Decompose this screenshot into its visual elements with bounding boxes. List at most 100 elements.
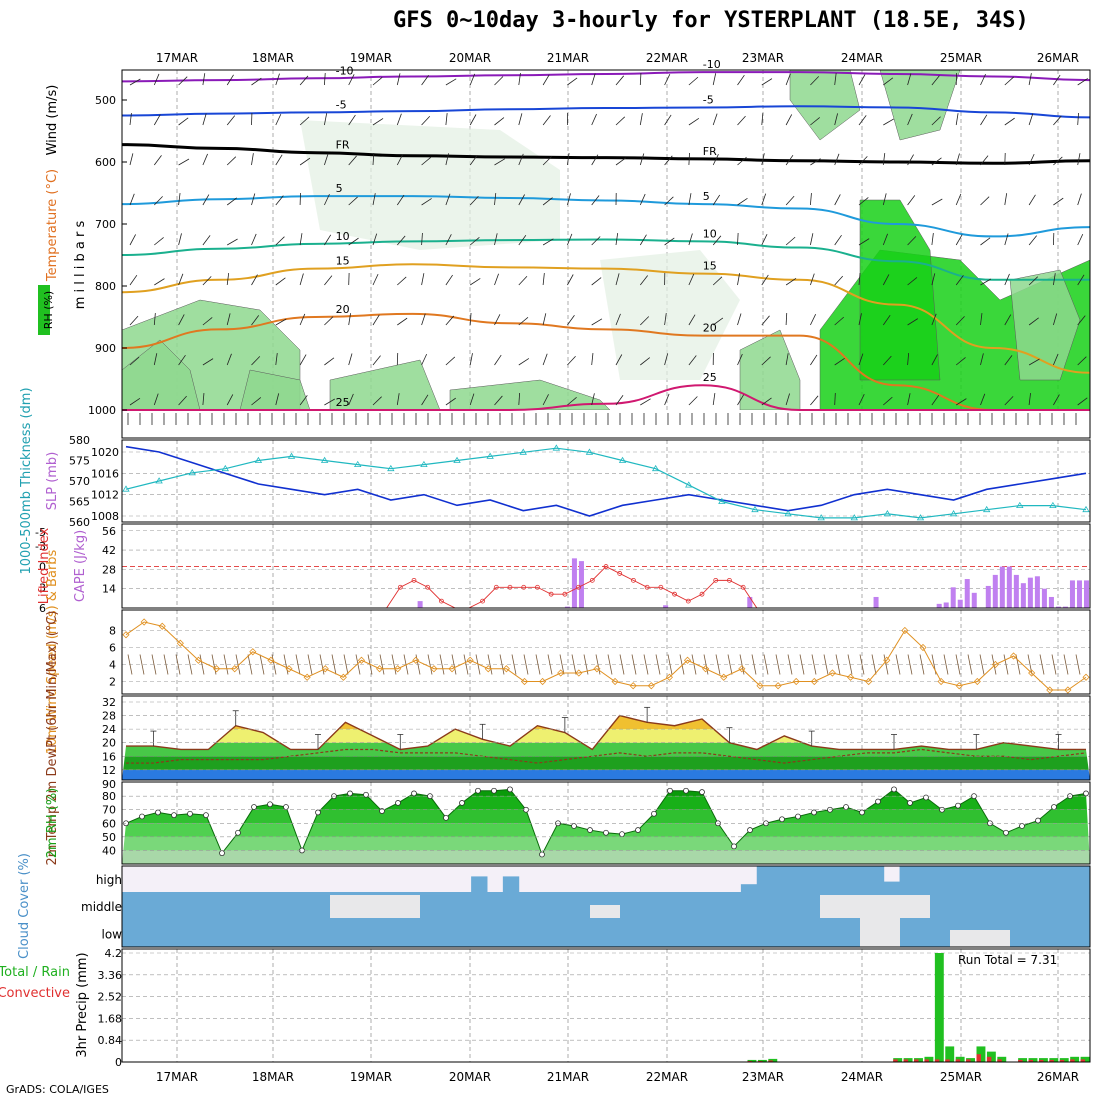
wind-speed-point (231, 665, 239, 673)
wind-barb (761, 78, 773, 86)
isotherm-label--5: -5 (703, 93, 714, 106)
wind-barb (518, 235, 527, 246)
cape-bar (936, 603, 942, 608)
wind-barb (834, 234, 842, 246)
precip-total-bar (966, 1058, 976, 1062)
wind-barb (567, 355, 576, 366)
wind-barb (445, 356, 456, 366)
temp-tick: 20 (102, 737, 116, 750)
slp-line (125, 445, 1087, 517)
cloud-bar-middle (638, 892, 655, 920)
wind-barb (469, 114, 477, 126)
precip-convective-bar (924, 1059, 929, 1062)
wind-barb (372, 153, 375, 166)
ylabel-group: 2m RH (%) (45, 788, 60, 859)
wind-barb (931, 313, 937, 326)
rh-point (347, 790, 353, 797)
thickness-tick: 580 (69, 434, 90, 447)
wind-barb (451, 654, 457, 675)
isotherm-label-15: 15 (703, 260, 717, 273)
wind-barb (299, 354, 307, 366)
cloud-bar-middle (460, 892, 478, 920)
cloud-clear (330, 895, 420, 918)
thickness-point (585, 448, 594, 455)
wind-speed-point (484, 665, 492, 673)
rh-point (267, 801, 273, 808)
precip-total-bar (893, 1058, 903, 1062)
cape-bar (964, 579, 970, 608)
pressure-tick: 700 (95, 218, 116, 231)
rh-point (1019, 823, 1025, 829)
cape-bar (1020, 583, 1026, 608)
thickness-point (751, 505, 759, 513)
precip-tick: 0.84 (98, 1034, 123, 1047)
wind-barb (858, 394, 865, 406)
wind-barb (858, 273, 861, 286)
wind-barb (348, 155, 357, 166)
precip-convective-bar (903, 1059, 909, 1062)
rh-point (411, 790, 417, 797)
precip-total-bar (976, 1046, 986, 1062)
li-tick: 3 (39, 581, 46, 594)
wind-barb (251, 77, 262, 86)
date-label-bottom: 22MAR (646, 1070, 688, 1084)
thickness-line (125, 447, 1087, 519)
wind-barb (494, 117, 505, 126)
wind-speed-point (937, 677, 945, 686)
cape-bar (943, 602, 949, 608)
rh-point (251, 804, 257, 810)
dewpt-line (126, 748, 1087, 764)
wind-barb (615, 116, 626, 126)
wind-speed-point (194, 656, 203, 664)
wind-barb (542, 197, 553, 206)
rh-point (619, 831, 625, 838)
wind-barb (761, 234, 768, 246)
wind-barb (907, 277, 918, 286)
wind-barb (153, 393, 159, 406)
wind-barb (967, 654, 973, 675)
wind-barb (631, 654, 637, 675)
wind-barb (275, 154, 283, 166)
wind-barb (324, 275, 333, 286)
wind-barb (542, 394, 549, 406)
wind-barb (664, 313, 667, 326)
ylabel-group: 1000-500mb Thickness (dm) (19, 387, 34, 574)
wind-barb (712, 194, 721, 206)
cloud-bar-high (1074, 866, 1091, 892)
li-point (672, 591, 677, 597)
wind-barb (178, 233, 182, 246)
date-label-top: 20MAR (449, 51, 491, 65)
slp-tick: 1012 (91, 489, 119, 502)
wind-barb (348, 313, 351, 326)
wind-speed-point (738, 665, 746, 673)
date-label-bottom: 25MAR (940, 1070, 982, 1084)
wind-barb (445, 274, 453, 286)
precip-tick: 3.36 (98, 969, 123, 982)
cloud-bar-low (928, 920, 946, 947)
isotherm-label--10: -10 (703, 58, 721, 71)
wind-barb (919, 654, 925, 675)
cloud-bar-middle (573, 892, 591, 920)
cloud-bar-high (756, 866, 774, 892)
wind-barb (202, 393, 205, 406)
cloud-bar-high (1058, 866, 1075, 892)
wind-barb (931, 394, 940, 406)
precip-convective-bar (893, 1059, 898, 1062)
wind-barb (226, 238, 238, 246)
wind-barb (535, 654, 541, 675)
wind-barb (129, 113, 132, 126)
rh-point (475, 787, 481, 794)
wind-barb (1004, 355, 1013, 366)
cloud-bar-low (1025, 920, 1043, 947)
wind-barb (421, 75, 429, 86)
wind-barb (639, 113, 643, 126)
wind-barb (640, 398, 651, 406)
wind-tick: 6 (109, 642, 116, 655)
wind-barb (1053, 273, 1056, 286)
wind-speed-point (810, 677, 818, 686)
wind-barb (1028, 317, 1039, 326)
cloud-bar-high (788, 866, 805, 892)
wind-barb (226, 353, 232, 366)
wind-barb (751, 654, 757, 675)
ylabel-group: 2m Temp 2m DewPt (6hr Min/Max) (°C) (45, 611, 60, 866)
